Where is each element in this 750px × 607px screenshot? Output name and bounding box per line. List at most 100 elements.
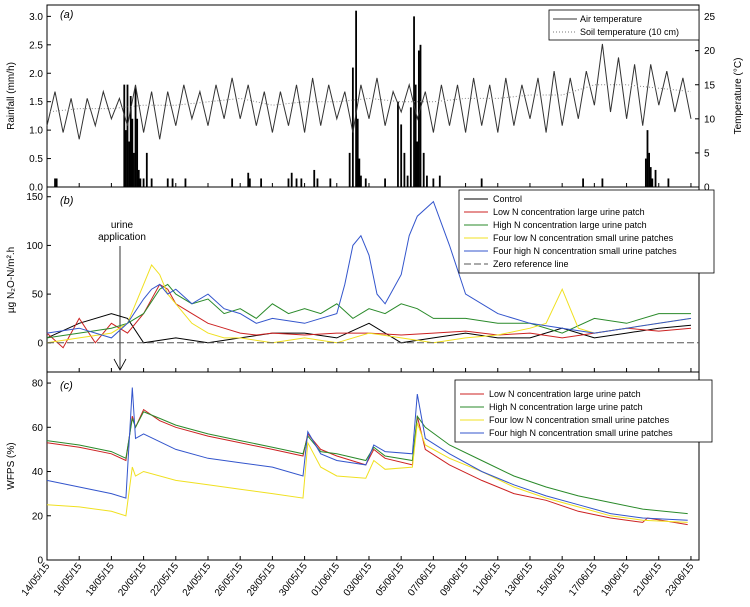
panel-b-ylabel: µg N₂O-N/m².h	[6, 247, 17, 313]
rainfall-bar	[667, 178, 670, 187]
panel-a-y2tick-label: 5	[704, 148, 710, 159]
rainfall-bar	[300, 178, 303, 187]
rainfall-bar	[295, 178, 298, 187]
panel-a-y2tick-label: 25	[704, 12, 716, 23]
panel-b-ytick-label: 50	[32, 290, 44, 301]
rainfall-bar	[409, 107, 412, 187]
rainfall-bar	[145, 152, 148, 187]
rainfall-bar	[139, 178, 142, 187]
legend-b-label-control: Control	[493, 194, 522, 204]
series-line-four-low-n-concentration-small-urine-patches	[46, 422, 688, 523]
rainfall-bar	[260, 178, 263, 187]
rainfall-bar	[384, 178, 386, 187]
rainfall-bar	[416, 141, 419, 187]
series-line-four-high-n-concentration-small-urine-patches	[46, 200, 692, 339]
series-line-low-n-concentration-large-urine-patch	[46, 283, 692, 349]
x-tick-label: 05/06/15	[374, 561, 407, 599]
rainfall-bar	[397, 101, 399, 187]
panel-a-label: (a)	[60, 9, 74, 21]
x-tick-label: 15/06/15	[535, 561, 568, 599]
panel-b-ytick-label: 0	[37, 338, 43, 349]
panel-a-ylabel: Rainfall (mm/h)	[6, 62, 17, 130]
rainfall-bar	[133, 152, 135, 187]
x-tick-label: 20/05/15	[116, 561, 149, 599]
rainfall-bar	[419, 44, 422, 187]
rainfall-bar	[480, 178, 483, 187]
rainfall-bar	[646, 130, 649, 187]
series-line-control	[46, 313, 692, 344]
rainfall-bar	[247, 172, 250, 187]
rainfall-bar	[348, 152, 351, 187]
panel-a-y2tick-label: 15	[704, 80, 716, 91]
panel-a-y2tick-label: 10	[704, 114, 716, 125]
panel-b-ytick-label: 100	[26, 241, 43, 252]
rainfall-bar	[432, 178, 435, 187]
rainfall-bar	[313, 169, 316, 187]
rainfall-bar	[123, 84, 126, 187]
air-temperature-line	[46, 43, 692, 140]
rainfall-bar	[124, 130, 127, 187]
panel-a-ytick-label: 0.5	[29, 154, 43, 165]
panel-a-ytick-label: 0.0	[29, 183, 43, 194]
rainfall-bar	[137, 169, 140, 187]
rainfall-bar	[644, 158, 647, 187]
rainfall-bar	[356, 118, 359, 187]
panel-a-ytick-label: 2.0	[29, 69, 43, 80]
legend-b-label-highlarge: High N concentration large urine patch	[493, 220, 647, 230]
urine-annotation-line1: urine	[111, 220, 134, 231]
soil-temperature-line	[46, 84, 692, 113]
rainfall-bar	[150, 178, 153, 187]
rainfall-bar	[55, 178, 58, 187]
x-tick-label: 09/06/15	[438, 561, 471, 599]
rainfall-bar	[360, 175, 362, 187]
panel-b-plot: 0 50 100 150	[26, 192, 699, 349]
rainfall-bar	[355, 10, 357, 187]
x-tick-label: 07/06/15	[406, 561, 439, 599]
urine-annotation-arrowhead	[113, 358, 127, 371]
x-tick-label: 23/06/15	[664, 561, 697, 599]
x-tick-label: 28/05/15	[245, 561, 278, 599]
rainfall-bar	[601, 178, 604, 187]
x-tick-label: 24/05/15	[181, 561, 214, 599]
legend-c: Low N concentration large urine patch Hi…	[454, 379, 713, 443]
series-line-four-low-n-concentration-small-urine-patches	[46, 263, 692, 344]
rainfall-bar	[129, 96, 132, 187]
rainfall-bar	[438, 175, 441, 187]
panel-a-y2tick-label: 0	[704, 183, 710, 194]
panel-a-plot: 0.0 0.5 1.0 1.5 2.0 2.5 3.0 0 5 10 15 20 25	[29, 10, 716, 194]
series-line-high-n-concentration-large-urine-patch	[46, 283, 691, 339]
legend-a-label-soil: Soil temperature (10 cm)	[580, 27, 679, 37]
rainfall-bar	[54, 178, 56, 187]
rainfall-bar	[287, 178, 290, 187]
panel-a-ytick-label: 3.0	[29, 12, 43, 23]
rainfall-bar	[131, 118, 134, 187]
rainfall-bar	[329, 178, 332, 187]
panel-c-label: (c)	[60, 380, 73, 392]
rainfall-bar	[364, 178, 367, 187]
rainfall-bar	[126, 84, 129, 187]
panel-c-ytick-label: 0	[37, 556, 43, 567]
panel-c-ylabel: WFPS (%)	[6, 442, 17, 489]
legend-b-label-zero: Zero reference line	[493, 259, 569, 269]
x-tick-label: 14/05/15	[20, 561, 53, 599]
rainfall-bar	[582, 178, 584, 187]
series-line-four-high-n-concentration-small-urine-patches	[46, 387, 688, 521]
rainfall-bar	[417, 50, 420, 187]
x-tick-label: 26/05/15	[213, 561, 246, 599]
rainfall-bar	[400, 124, 403, 187]
panel-c-frame	[46, 371, 700, 561]
x-tick-label: 13/06/15	[503, 561, 536, 599]
panel-a-y2label: Temperature (°C)	[733, 58, 744, 135]
x-tick-label: 21/06/15	[632, 561, 665, 599]
panel-a-ytick-label: 1.5	[29, 97, 43, 108]
x-tick-label: 01/06/15	[310, 561, 343, 599]
urine-annotation-line2: application	[98, 232, 146, 243]
panel-c-ytick-label: 60	[32, 423, 44, 434]
legend-c-box	[454, 379, 713, 443]
x-tick-label: 03/06/15	[342, 561, 375, 599]
rainfall-bar	[128, 141, 131, 187]
rainfall-bar	[648, 152, 650, 187]
legend-b-label-highsmall: Four high N concentration small urine pa…	[493, 246, 677, 256]
panel-a-ytick-label: 2.5	[29, 40, 43, 51]
